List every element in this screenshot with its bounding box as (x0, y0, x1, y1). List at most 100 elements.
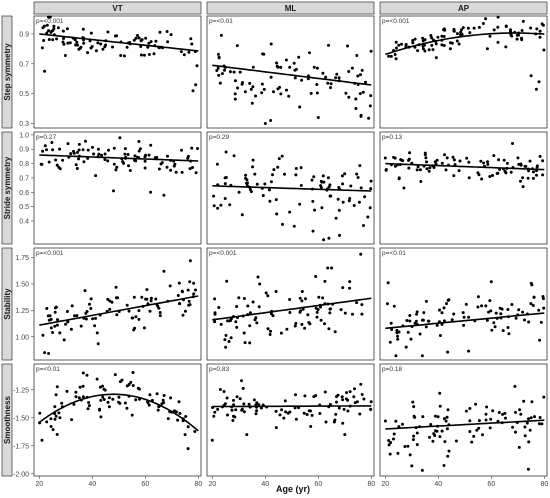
y-tick-label: -1.25 (13, 387, 29, 394)
data-point (188, 167, 192, 171)
data-point (217, 73, 221, 77)
data-point (262, 87, 266, 91)
data-point (132, 295, 136, 299)
data-point (215, 69, 219, 72)
data-point (84, 317, 88, 321)
data-point (484, 412, 488, 416)
data-point (418, 332, 422, 336)
data-point (51, 428, 55, 432)
data-point (420, 468, 424, 472)
data-point (114, 168, 118, 172)
data-point (275, 212, 279, 216)
data-point (283, 172, 286, 176)
data-point (212, 204, 216, 208)
data-point (196, 147, 199, 150)
data-point (41, 26, 45, 30)
data-point (294, 167, 298, 170)
data-point (468, 419, 472, 423)
data-point (515, 33, 519, 37)
data-point (354, 97, 358, 101)
data-point (122, 54, 126, 58)
panel-frame (206, 247, 375, 361)
data-point (154, 297, 158, 301)
data-point (99, 42, 103, 46)
data-point (333, 418, 337, 422)
data-point (309, 425, 313, 428)
data-point (310, 413, 314, 417)
fit-line (385, 419, 545, 430)
data-point (72, 149, 75, 153)
data-point (280, 154, 284, 158)
data-point (106, 30, 110, 34)
data-point (388, 340, 392, 344)
data-point (269, 312, 273, 316)
data-point (534, 87, 538, 91)
data-point (191, 89, 195, 93)
data-point (352, 204, 356, 207)
data-point (223, 402, 227, 406)
data-point (416, 49, 420, 53)
data-point (431, 439, 435, 443)
data-point (261, 52, 265, 56)
data-point (468, 31, 472, 35)
data-point (328, 403, 332, 406)
data-point (46, 15, 50, 19)
data-point (412, 414, 416, 418)
data-point (502, 158, 506, 162)
data-point (305, 413, 309, 416)
data-point (143, 159, 147, 163)
data-point (360, 303, 364, 307)
data-point (408, 151, 412, 155)
data-point (504, 171, 508, 175)
data-point (359, 186, 363, 190)
data-point (450, 318, 454, 322)
data-point (515, 37, 519, 41)
data-point (411, 41, 415, 45)
data-point (499, 312, 503, 316)
data-point (467, 176, 471, 180)
data-point (228, 203, 232, 207)
data-point (300, 78, 304, 82)
data-point (434, 429, 437, 433)
data-point (58, 331, 62, 335)
data-point (303, 326, 307, 330)
data-point (327, 236, 331, 240)
data-point (538, 416, 542, 419)
data-point (384, 168, 388, 172)
data-point (419, 180, 423, 183)
data-point (260, 91, 264, 95)
data-point (81, 395, 85, 399)
data-point (40, 438, 44, 442)
data-point (216, 66, 220, 70)
data-point (87, 404, 91, 408)
data-point (360, 312, 364, 316)
data-point (511, 425, 515, 429)
data-point (125, 303, 129, 307)
data-point (535, 27, 539, 31)
data-point (77, 142, 81, 146)
data-point (340, 174, 344, 178)
data-point (242, 402, 246, 406)
data-point (455, 39, 459, 43)
data-point (94, 174, 98, 178)
data-point (529, 302, 533, 306)
data-point (149, 299, 153, 303)
data-point (245, 181, 249, 185)
data-point (149, 296, 153, 300)
data-point (489, 309, 493, 313)
data-point (335, 400, 338, 404)
data-point (445, 415, 449, 419)
data-point (69, 327, 73, 331)
data-point (112, 162, 116, 166)
data-point (446, 350, 450, 354)
data-point (288, 311, 292, 314)
data-point (54, 393, 58, 397)
y-tick-label: 0.6 (19, 190, 29, 197)
data-point (186, 447, 190, 451)
data-point (294, 321, 298, 325)
data-point (187, 303, 191, 307)
data-point (527, 320, 531, 324)
data-point (154, 39, 158, 43)
data-point (395, 328, 399, 332)
data-point (101, 384, 104, 388)
